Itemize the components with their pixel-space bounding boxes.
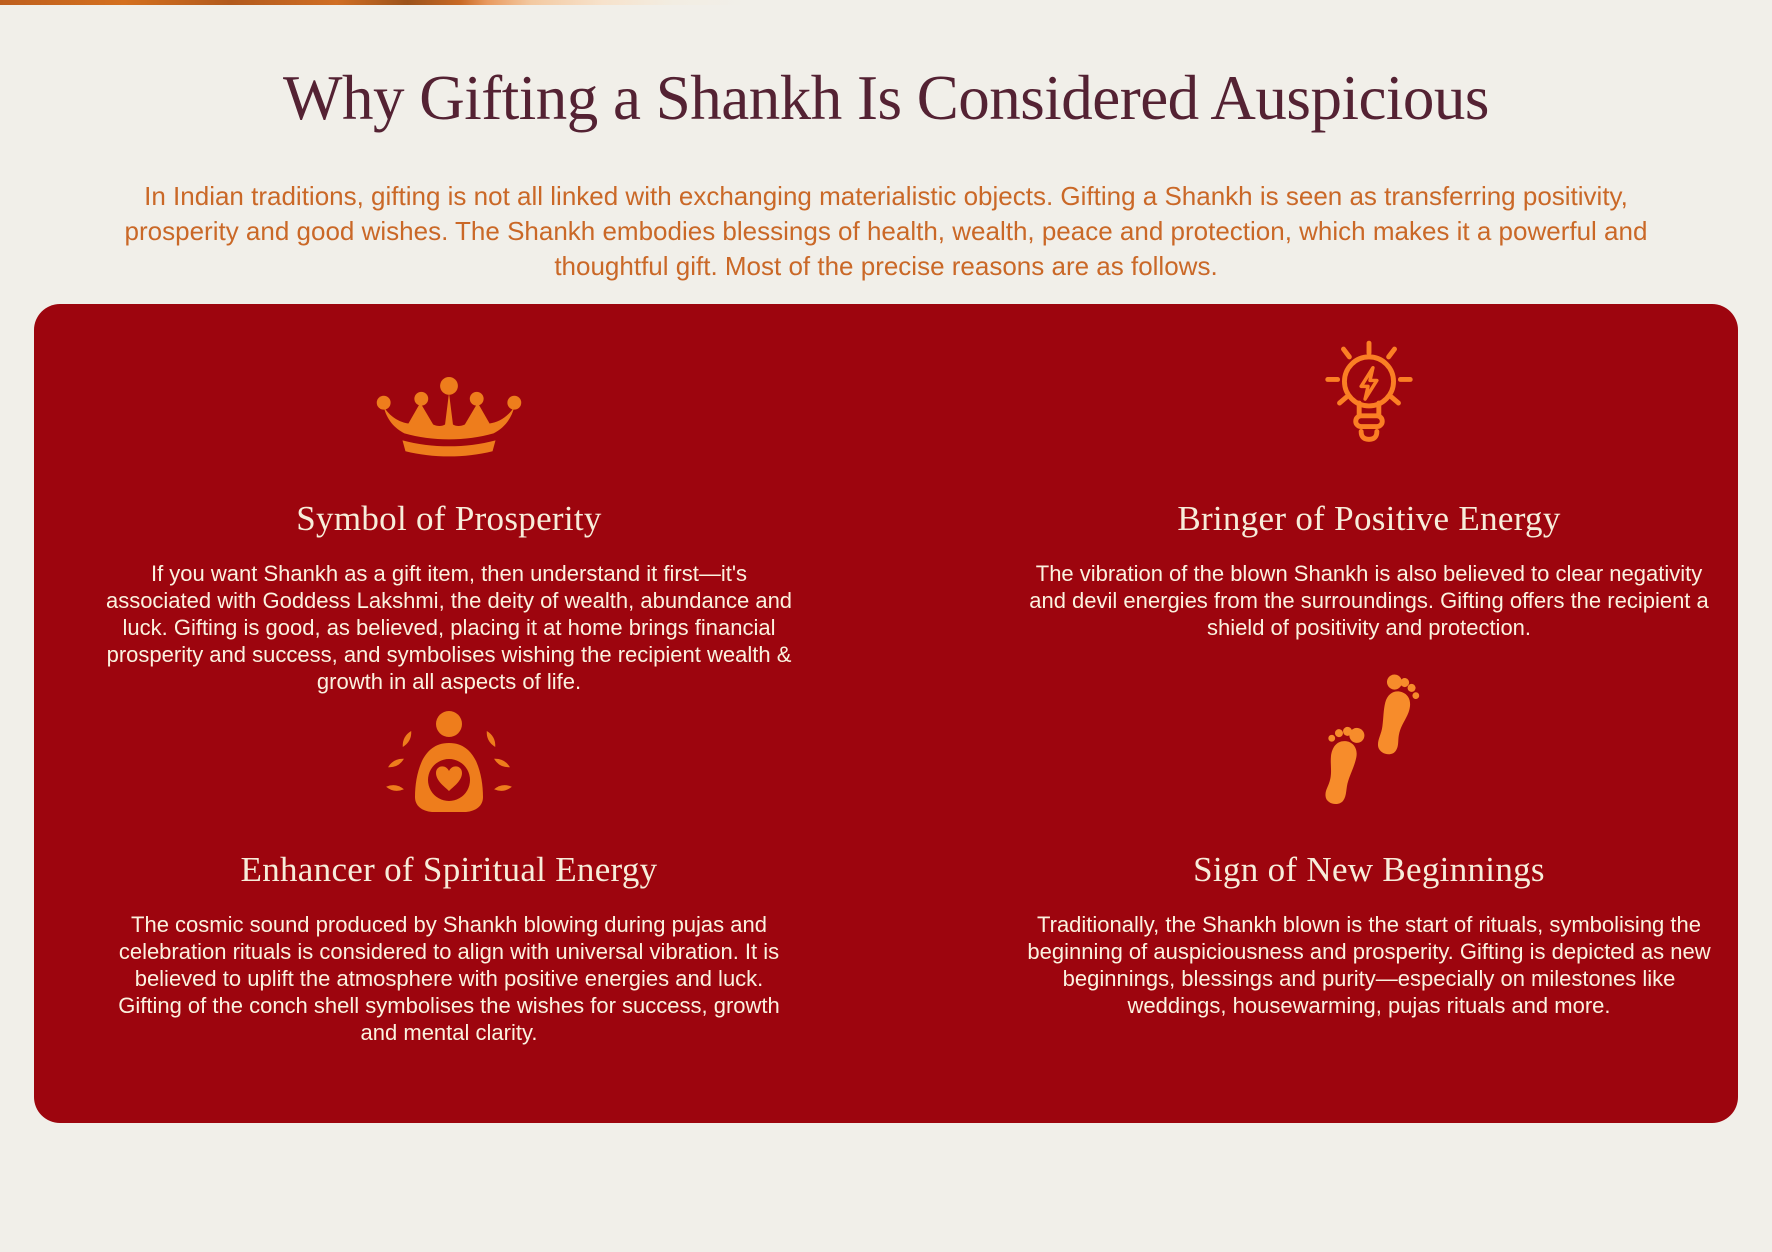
lightbulb-icon: [1024, 340, 1714, 500]
content-card: Symbol of Prosperity If you want Shankh …: [34, 304, 1738, 1123]
section-title: Symbol of Prosperity: [296, 499, 602, 538]
page-title: Why Gifting a Shankh Is Considered Auspi…: [283, 63, 1489, 133]
footprints-icon: [1024, 674, 1714, 851]
card-section-new-beginnings: Sign of New Beginnings Traditionally, th…: [1024, 674, 1714, 1046]
spiritual-person-icon: [104, 701, 794, 851]
top-accent-bar: [0, 0, 1772, 5]
section-title: Bringer of Positive Energy: [1177, 499, 1561, 538]
crown-icon: [104, 340, 794, 500]
section-body: The vibration of the blown Shankh is als…: [1029, 561, 1709, 640]
section-body: Traditionally, the Shankh blown is the s…: [1027, 912, 1711, 1018]
section-body: If you want Shankh as a gift item, then …: [105, 561, 793, 694]
card-section-prosperity: Symbol of Prosperity If you want Shankh …: [104, 340, 794, 695]
section-title: Sign of New Beginnings: [1193, 850, 1545, 889]
section-body: The cosmic sound produced by Shankh blow…: [118, 912, 780, 1045]
intro-text: In Indian traditions, gifting is not all…: [124, 181, 1648, 281]
card-section-positive-energy: Bringer of Positive Energy The vibration…: [1024, 340, 1714, 695]
section-title: Enhancer of Spiritual Energy: [240, 850, 658, 889]
card-section-spiritual-energy: Enhancer of Spiritual Energy The cosmic …: [104, 701, 794, 1046]
